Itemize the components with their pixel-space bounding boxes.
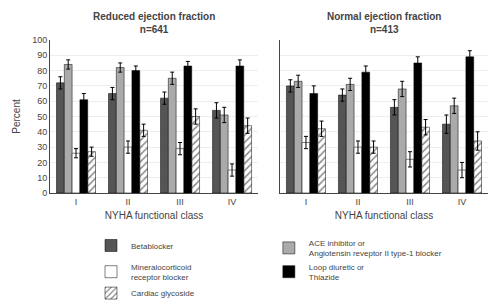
svg-text:IV: IV <box>458 197 467 207</box>
svg-text:10: 10 <box>37 173 47 183</box>
svg-text:Betablocker: Betablocker <box>131 242 174 251</box>
svg-text:NYHA functional class: NYHA functional class <box>335 210 433 221</box>
svg-text:0: 0 <box>42 188 47 198</box>
svg-text:80: 80 <box>37 66 47 76</box>
svg-text:Loop diuretic orThiazide: Loop diuretic orThiazide <box>309 263 364 282</box>
svg-text:Reduced ejection fractionn=641: Reduced ejection fractionn=641 <box>93 11 215 35</box>
svg-text:Percent: Percent <box>11 99 22 134</box>
svg-text:Cardiac glycoside: Cardiac glycoside <box>131 289 195 298</box>
svg-text:50: 50 <box>37 112 47 122</box>
svg-text:100: 100 <box>32 35 47 45</box>
svg-text:Normal ejection fractionn=413: Normal ejection fractionn=413 <box>327 11 441 35</box>
svg-text:40: 40 <box>37 127 47 137</box>
svg-text:II: II <box>126 197 131 207</box>
svg-text:70: 70 <box>37 81 47 91</box>
svg-text:60: 60 <box>37 96 47 106</box>
svg-text:III: III <box>176 197 184 207</box>
svg-text:ACE inhibitor orAngiotensin re: ACE inhibitor orAngiotensin reveptor II … <box>309 239 442 258</box>
svg-text:90: 90 <box>37 50 47 60</box>
svg-text:Mineralocorticoidreceptor bloc: Mineralocorticoidreceptor blocker <box>131 263 191 282</box>
svg-text:III: III <box>406 197 414 207</box>
svg-text:IV: IV <box>228 197 237 207</box>
svg-text:I: I <box>305 197 308 207</box>
svg-text:20: 20 <box>37 158 47 168</box>
svg-text:NYHA functional class: NYHA functional class <box>105 210 203 221</box>
svg-text:30: 30 <box>37 142 47 152</box>
svg-text:II: II <box>355 197 360 207</box>
svg-text:I: I <box>75 197 78 207</box>
